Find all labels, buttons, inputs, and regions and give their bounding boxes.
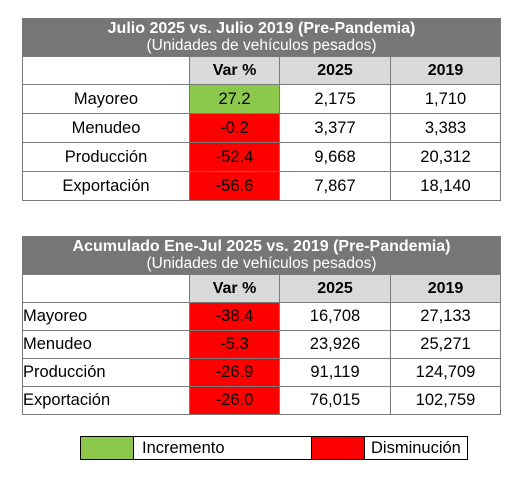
header-blank-cell <box>22 274 190 304</box>
header-blank-cell <box>22 56 190 86</box>
value-2019: 102,759 <box>390 386 501 416</box>
value-2019: 124,709 <box>390 358 501 388</box>
value-2025: 7,867 <box>279 171 391 202</box>
table-row: Exportación -56.6 7,867 18,140 <box>22 171 502 202</box>
table-title: Julio 2025 vs. Julio 2019 (Pre-Pandemia) <box>107 20 416 37</box>
table-row: Exportación -26.0 76,015 102,759 <box>22 386 501 416</box>
table-row: Producción -52.4 9,668 20,312 <box>22 142 502 173</box>
value-2019: 1,710 <box>389 84 502 115</box>
table-row: Mayoreo -38.4 16,708 27,133 <box>22 302 501 332</box>
table-row: Menudeo -5.3 23,926 25,271 <box>22 330 501 360</box>
row-label: Producción <box>22 142 190 173</box>
table-header: Julio 2025 vs. Julio 2019 (Pre-Pandemia)… <box>21 17 502 58</box>
header-var: Var % <box>189 274 280 304</box>
value-2019: 18,140 <box>389 171 502 202</box>
row-label: Exportación <box>22 386 190 416</box>
row-label: Menudeo <box>22 113 190 144</box>
row-label: Menudeo <box>22 330 190 360</box>
header-2025: 2025 <box>279 274 391 304</box>
row-label: Mayoreo <box>22 302 190 332</box>
row-label: Producción <box>22 358 190 388</box>
value-2025: 9,668 <box>279 142 391 173</box>
value-2025: 76,015 <box>279 386 391 416</box>
legend: Incremento Disminución <box>80 436 468 460</box>
table-julio-2025-vs-2019: Julio 2025 vs. Julio 2019 (Pre-Pandemia)… <box>21 17 502 202</box>
table-acumulado-ene-jul: Acumulado Ene-Jul 2025 vs. 2019 (Pre-Pan… <box>22 235 501 416</box>
legend-increase-swatch <box>81 437 133 459</box>
var-cell: -26.0 <box>189 386 280 416</box>
legend-increase-label: Incremento <box>133 437 311 459</box>
var-cell: -0.2 <box>189 113 280 144</box>
row-label: Exportación <box>22 171 190 202</box>
table-header: Acumulado Ene-Jul 2025 vs. 2019 (Pre-Pan… <box>22 235 501 276</box>
var-cell: -52.4 <box>189 142 280 173</box>
header-var: Var % <box>189 56 280 86</box>
var-cell: -5.3 <box>189 330 280 360</box>
value-2019: 20,312 <box>389 142 502 173</box>
var-cell: -38.4 <box>189 302 280 332</box>
row-label: Mayoreo <box>22 84 190 115</box>
value-2019: 27,133 <box>390 302 501 332</box>
table-row: Producción -26.9 91,119 124,709 <box>22 358 501 388</box>
legend-decrease-label: Disminución <box>364 437 467 459</box>
header-2019: 2019 <box>390 274 501 304</box>
value-2025: 3,377 <box>279 113 391 144</box>
value-2025: 23,926 <box>279 330 391 360</box>
value-2025: 91,119 <box>279 358 391 388</box>
table-row: Mayoreo 27.2 2,175 1,710 <box>22 84 502 115</box>
value-2025: 16,708 <box>279 302 391 332</box>
table-subtitle: (Unidades de vehículos pesados) <box>146 254 377 272</box>
value-2019: 3,383 <box>389 113 502 144</box>
var-cell: 27.2 <box>189 84 280 115</box>
table-subtitle: (Unidades de vehículos pesados) <box>146 36 377 54</box>
value-2025: 2,175 <box>279 84 391 115</box>
legend-decrease-swatch <box>311 437 364 459</box>
header-2025: 2025 <box>279 56 391 86</box>
var-cell: -26.9 <box>189 358 280 388</box>
table-title: Acumulado Ene-Jul 2025 vs. 2019 (Pre-Pan… <box>72 238 451 255</box>
var-cell: -56.6 <box>189 171 280 202</box>
value-2019: 25,271 <box>390 330 501 360</box>
header-2019: 2019 <box>389 56 502 86</box>
table-row: Menudeo -0.2 3,377 3,383 <box>22 113 502 144</box>
